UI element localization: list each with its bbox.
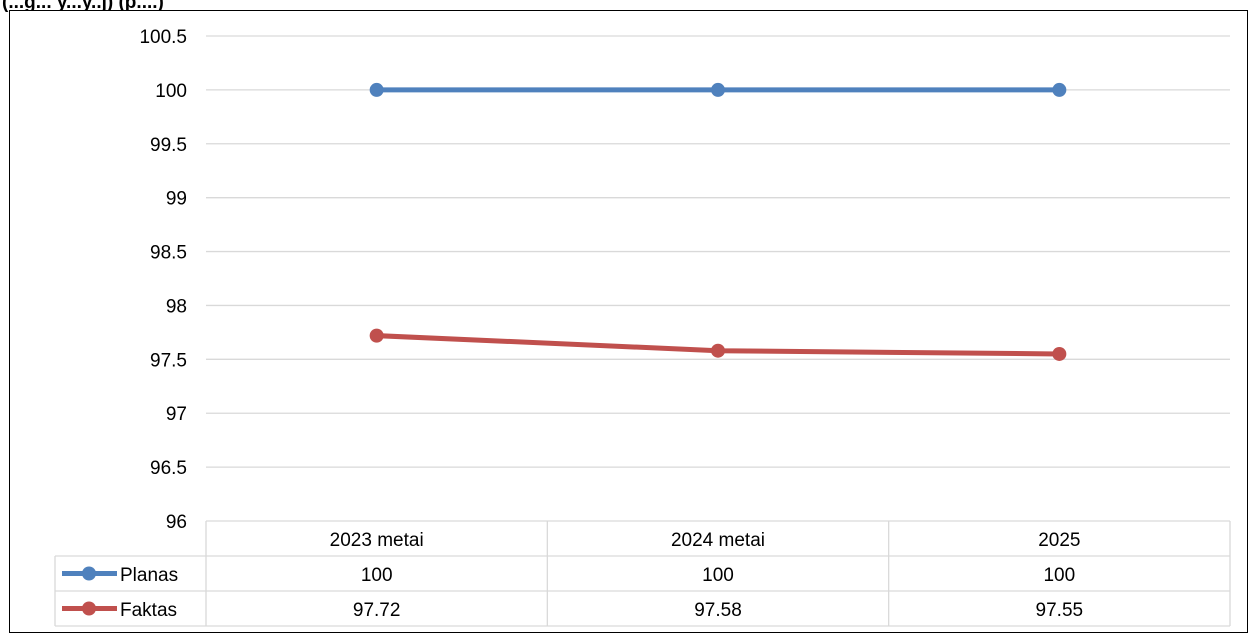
data-table-value: 97.58 <box>694 600 742 621</box>
legend-key-marker-planas <box>82 566 96 581</box>
x-category-label: 2024 metai <box>671 530 765 551</box>
data-point-planas <box>369 82 384 97</box>
data-point-faktas <box>1052 346 1067 361</box>
data-point-planas <box>711 82 725 97</box>
y-tick-label: 99.5 <box>150 135 187 156</box>
legend-key-marker-faktas <box>82 601 96 616</box>
legend-label-faktas: Faktas <box>120 600 177 621</box>
x-category-label: 2023 metai <box>330 530 424 551</box>
series-lines <box>369 82 1067 361</box>
x-category-label: 2025 <box>1038 530 1080 551</box>
y-tick-label: 98.5 <box>150 243 187 264</box>
y-tick-label: 100 <box>155 81 187 102</box>
y-tick-label: 96 <box>166 512 187 533</box>
y-axis-ticks: 96 96.5 97 97.5 98 98.5 99 99.5 100 100.5 <box>139 27 187 533</box>
data-table: 2023 metai 2024 metai 2025 Planas 100 100 100 F… <box>54 520 1231 627</box>
y-tick-label: 97 <box>166 404 187 425</box>
data-table-value: 97.72 <box>353 600 401 621</box>
y-tick-label: 99 <box>166 189 187 210</box>
y-tick-label: 96.5 <box>150 458 187 479</box>
chart-title-fragment: (...g... y...y..j) (p....) <box>2 0 164 12</box>
y-tick-label: 100.5 <box>139 27 187 48</box>
y-tick-label: 98 <box>166 296 187 317</box>
data-table-value: 100 <box>1043 565 1075 586</box>
y-tick-label: 97.5 <box>150 350 187 371</box>
data-table-value: 100 <box>361 565 393 586</box>
legend-label-planas: Planas <box>120 565 178 586</box>
gridlines <box>206 35 1230 468</box>
data-point-faktas <box>711 343 725 358</box>
data-point-planas <box>1052 82 1067 97</box>
data-table-value: 100 <box>702 565 734 586</box>
data-point-faktas <box>369 328 384 343</box>
chart-frame <box>9 10 1248 633</box>
data-table-value: 97.55 <box>1036 600 1084 621</box>
